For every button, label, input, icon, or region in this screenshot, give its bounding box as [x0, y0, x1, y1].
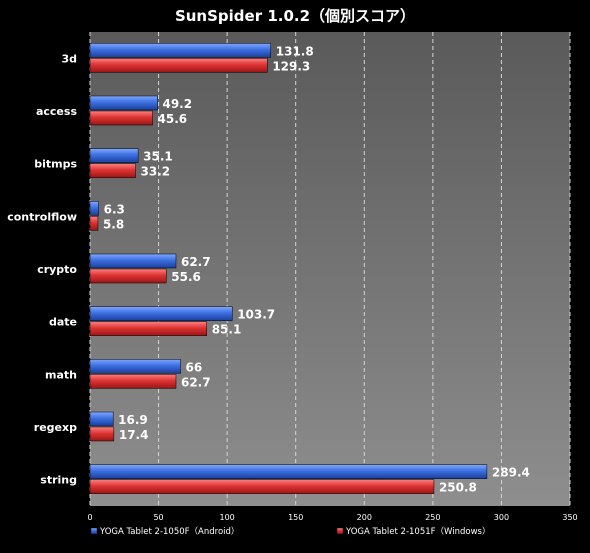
bar-windows — [89, 268, 167, 284]
bar-android — [89, 148, 139, 163]
x-tick-label: 200 — [357, 513, 372, 522]
x-tick-label: 250 — [425, 513, 440, 522]
data-label: 103.7 — [237, 308, 275, 322]
bar-windows — [89, 479, 435, 494]
data-labels: 131.8129.349.245.635.133.26.35.862.755.6… — [103, 44, 530, 494]
x-tick-label: 0 — [87, 513, 92, 522]
data-label: 131.8 — [276, 44, 314, 58]
bar-windows — [89, 216, 99, 231]
bar-windows — [89, 426, 115, 442]
category-labels: 3d access bitmps controlflow crypto date math r… — [7, 52, 77, 486]
legend-label: YOGA Tablet 2-1050F（Android） — [99, 526, 239, 537]
bar-windows — [89, 110, 153, 126]
data-label: 62.7 — [181, 255, 211, 269]
category-label: bitmps — [34, 158, 77, 171]
data-label: 16.9 — [118, 413, 148, 427]
bar-android — [89, 306, 233, 321]
data-label: 33.2 — [141, 165, 171, 179]
bar-windows — [89, 163, 136, 178]
data-label: 45.6 — [158, 112, 188, 126]
x-tick-labels: 0 50 100 150 200 250 300 350 — [87, 513, 577, 522]
bar-android — [89, 464, 488, 479]
x-tick-label: 350 — [562, 513, 577, 522]
chart-title: SunSpider 1.0.2（個別スコア） — [175, 7, 415, 25]
x-tick-label: 300 — [494, 513, 509, 522]
bar-android — [89, 253, 177, 269]
category-label: string — [40, 474, 77, 487]
bar-windows — [89, 321, 207, 336]
category-label: controlflow — [7, 210, 77, 223]
bar-android — [89, 411, 114, 427]
legend-swatch — [336, 527, 344, 535]
data-label: 66 — [186, 360, 203, 374]
data-label: 250.8 — [439, 481, 477, 495]
data-label: 129.3 — [272, 59, 310, 73]
bar-android — [89, 95, 158, 111]
x-tick-label: 100 — [220, 513, 235, 522]
legend-label: YOGA Tablet 2-1051F（Windows） — [345, 526, 490, 537]
data-label: 49.2 — [162, 97, 192, 111]
category-label: regexp — [34, 421, 77, 434]
data-label: 85.1 — [212, 323, 242, 337]
bar-android — [89, 201, 99, 216]
category-label: 3d — [61, 52, 77, 65]
category-label: crypto — [37, 263, 77, 276]
data-label: 5.8 — [103, 217, 124, 231]
data-label: 289.4 — [492, 466, 530, 480]
plot-area — [90, 32, 570, 506]
bar-windows — [89, 58, 268, 73]
category-label: access — [36, 105, 77, 118]
x-tick-label: 50 — [153, 513, 163, 522]
bar-android — [89, 43, 272, 58]
category-label: math — [45, 368, 77, 381]
data-label: 62.7 — [181, 375, 211, 389]
bar-android — [89, 359, 181, 374]
data-label: 55.6 — [171, 270, 201, 284]
category-label: date — [49, 316, 77, 329]
bars — [89, 43, 488, 494]
legend: YOGA Tablet 2-1050F（Android） YOGA Tablet … — [90, 526, 490, 537]
legend-swatch — [90, 527, 98, 535]
data-label: 6.3 — [104, 202, 125, 216]
bar-windows — [89, 374, 177, 389]
data-label: 17.4 — [119, 428, 149, 442]
x-tick-label: 150 — [288, 513, 303, 522]
data-label: 35.1 — [143, 150, 173, 164]
